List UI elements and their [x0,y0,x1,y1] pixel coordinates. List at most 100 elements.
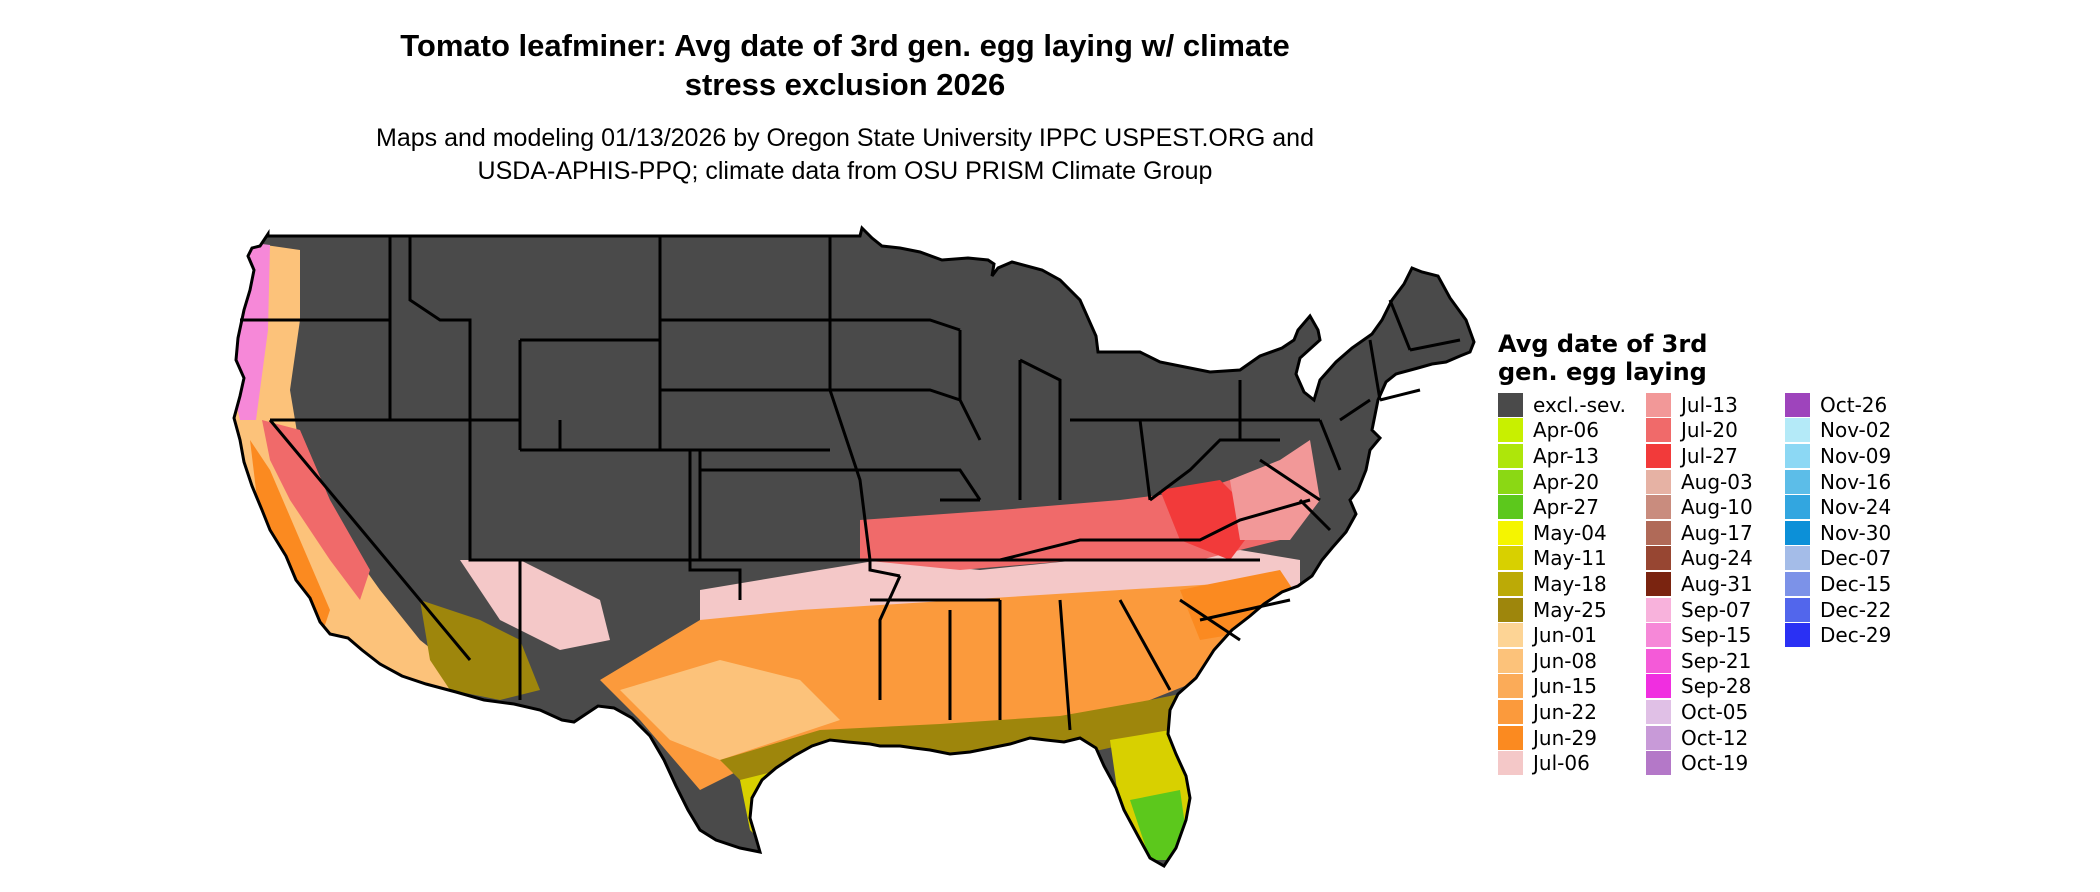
legend-swatch [1646,520,1671,545]
legend-item: Jun-29 [1498,725,1626,751]
legend-swatch [1498,443,1523,468]
legend-swatch [1498,546,1523,571]
legend-item: Sep-15 [1646,622,1753,648]
map-fill [234,228,1474,866]
map-title: Tomato leafminer: Avg date of 3rd gen. e… [320,26,1370,104]
legend-label: Apr-13 [1533,443,1599,468]
legend-title-line-2: gen. egg laying [1498,358,1707,386]
legend-column: Oct-26 Nov-02 Nov-09 Nov-16 Nov-24 Nov-30 Dec-… [1785,392,1891,648]
legend-label: Jun-22 [1533,699,1597,724]
legend-item: Aug-10 [1646,494,1753,520]
gulf-coast-olive [720,690,1200,800]
legend-label: Aug-17 [1681,520,1753,545]
legend-label: Dec-15 [1820,571,1892,596]
legend-swatch [1646,674,1671,699]
legend-label: Aug-10 [1681,495,1753,520]
legend-item: Jun-08 [1498,648,1626,674]
us-outline [232,225,1476,868]
legend-column: excl.-sev. Apr-06 Apr-13 Apr-20 Apr-27 May-04… [1498,392,1626,776]
legend-swatch [1498,699,1523,724]
legend-label: Sep-15 [1681,623,1752,648]
legend-swatch [1646,751,1671,776]
legend-label: Sep-21 [1681,648,1752,673]
legend-item: Oct-12 [1646,725,1753,751]
legend-item: Jun-01 [1498,622,1626,648]
legend-swatch [1646,469,1671,494]
legend-label: Apr-20 [1533,469,1599,494]
legend-swatch [1498,597,1523,622]
legend-swatch [1646,597,1671,622]
legend-item: Oct-05 [1646,699,1753,725]
legend-item: Jul-13 [1646,392,1753,418]
legend-label: Aug-24 [1681,546,1753,571]
legend-label: Oct-05 [1681,699,1749,724]
legend-label: Oct-19 [1681,751,1749,776]
legend-label: Nov-24 [1820,495,1892,520]
legend-swatch [1785,495,1810,520]
legend-item: Nov-16 [1785,469,1891,495]
legend-label: Dec-29 [1820,623,1892,648]
legend-item: Apr-06 [1498,418,1626,444]
legend-item: Dec-29 [1785,622,1891,648]
southwest-desert-olive [420,600,540,700]
legend-label: Aug-03 [1681,469,1753,494]
legend-item: Sep-28 [1646,674,1753,700]
map-title-line-1: Tomato leafminer: Avg date of 3rd gen. e… [400,28,1290,63]
map-title-line-2: stress exclusion 2026 [684,67,1006,102]
legend-label: Dec-22 [1820,597,1892,622]
legend-item: Sep-21 [1646,648,1753,674]
legend-swatch [1785,469,1810,494]
legend-swatch [1646,648,1671,673]
legend-item: Oct-19 [1646,750,1753,776]
excluded-region [234,228,1474,866]
legend-swatch [1785,546,1810,571]
legend-swatch [1498,674,1523,699]
legend-label: Jul-13 [1681,392,1738,417]
legend-swatch [1498,495,1523,520]
legend-label: Apr-06 [1533,418,1599,443]
east-borders [1149,299,1461,532]
legend-swatch [1646,623,1671,648]
legend-swatch [1785,392,1810,417]
legend-item: Nov-02 [1785,418,1891,444]
legend-swatch [1498,469,1523,494]
legend-swatch [1646,443,1671,468]
map-subtitle-line-2: USDA-APHIS-PPQ; climate data from OSU PR… [477,157,1213,185]
legend-swatch [1646,725,1671,750]
legend-item: Dec-15 [1785,571,1891,597]
legend-label: Nov-16 [1820,469,1892,494]
legend-label: Oct-12 [1681,725,1749,750]
legend-item: Aug-17 [1646,520,1753,546]
legend-item: Jul-27 [1646,443,1753,469]
legend-item: Nov-30 [1785,520,1891,546]
legend-item: Aug-24 [1646,546,1753,572]
legend-swatch [1785,623,1810,648]
legend-label: Jul-06 [1533,751,1590,776]
legend-swatch [1498,751,1523,776]
legend-item: Aug-31 [1646,571,1753,597]
legend-label: Nov-09 [1820,443,1892,468]
legend-item: May-25 [1498,597,1626,623]
legend-label: Apr-27 [1533,495,1599,520]
legend-item: Jul-20 [1646,418,1753,444]
legend-item: Apr-27 [1498,494,1626,520]
legend-label: May-18 [1533,571,1607,596]
legend-item: excl.-sev. [1498,392,1626,418]
south-borders [870,498,1311,731]
legend-label: Jun-08 [1533,648,1597,673]
map-subtitle: Maps and modeling 01/13/2026 by Oregon S… [300,122,1390,188]
legend-swatch [1646,699,1671,724]
legend-item: May-11 [1498,546,1626,572]
legend-swatch [1498,623,1523,648]
legend-label: Oct-26 [1820,392,1888,417]
legend-label: May-11 [1533,546,1607,571]
legend-label: Jun-29 [1533,725,1597,750]
legend-label: Jul-20 [1681,418,1738,443]
legend-swatch [1498,520,1523,545]
legend-item: Apr-13 [1498,443,1626,469]
legend-label: Nov-30 [1820,520,1892,545]
texas-light-orange [620,660,840,760]
legend-swatch [1785,418,1810,443]
legend-item: Jun-15 [1498,674,1626,700]
